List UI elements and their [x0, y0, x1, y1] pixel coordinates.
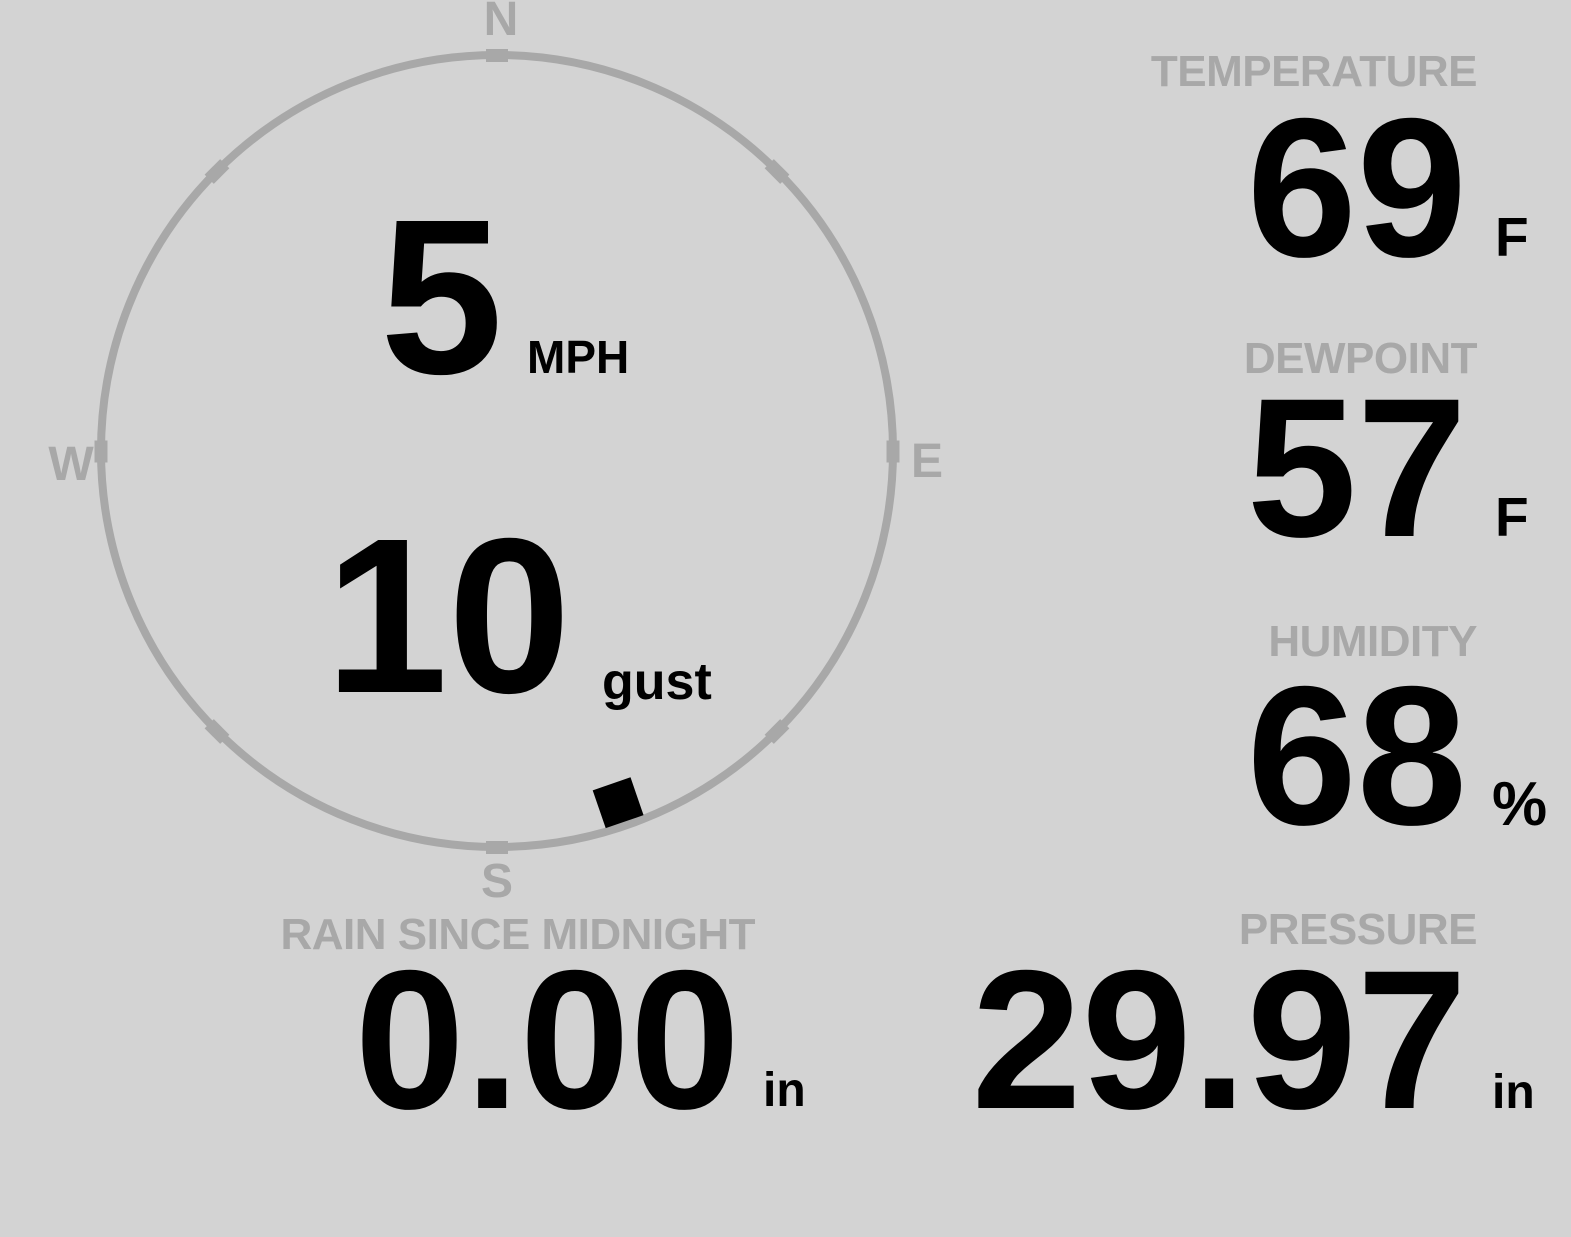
- cardinal-label-west: W: [48, 438, 94, 491]
- dewpoint-unit: F: [1495, 486, 1529, 548]
- cardinal-label-east: E: [910, 435, 943, 488]
- cardinal-label-south: S: [480, 855, 513, 908]
- wind-gust-value: 10: [325, 492, 571, 739]
- wind-gust-label: gust: [602, 653, 712, 711]
- pressure-label: PRESSURE: [1238, 905, 1478, 954]
- humidity-label: HUMIDITY: [1268, 617, 1477, 666]
- compass-tick: [486, 49, 508, 62]
- rain-unit: in: [763, 1064, 806, 1117]
- rain-value: 0.00: [354, 929, 740, 1150]
- cardinal-label-north: N: [483, 0, 519, 46]
- temperature-unit: F: [1495, 206, 1529, 268]
- wind-speed-value: 5: [380, 173, 503, 420]
- pressure-unit: in: [1492, 1066, 1535, 1119]
- temperature-label: TEMPERATURE: [1150, 47, 1478, 96]
- humidity-value: 68: [1246, 645, 1467, 866]
- pressure-value: 29.97: [971, 929, 1467, 1150]
- temperature-value: 69: [1246, 77, 1467, 298]
- wind-speed-unit: MPH: [527, 331, 630, 383]
- compass-tick: [486, 841, 508, 854]
- dewpoint-label: DEWPOINT: [1243, 334, 1478, 383]
- dewpoint-value: 57: [1246, 357, 1467, 578]
- humidity-unit: %: [1492, 770, 1548, 839]
- rain-label: RAIN SINCE MIDNIGHT: [280, 910, 756, 959]
